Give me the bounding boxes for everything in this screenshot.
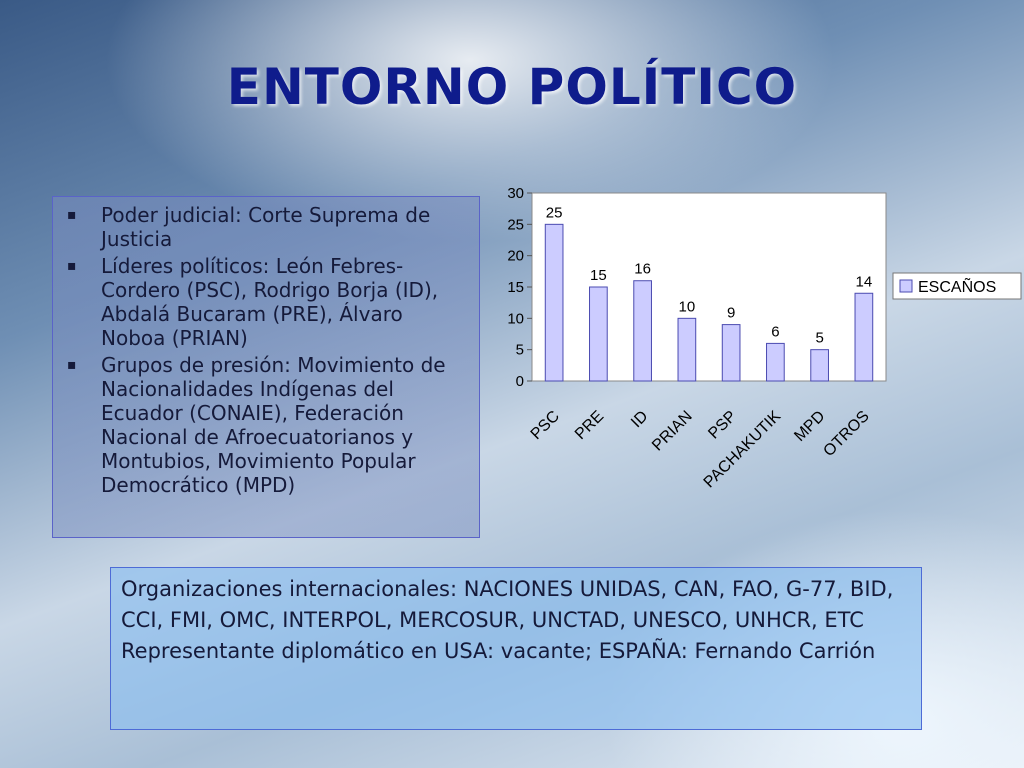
x-category-label: PACHAKUTIK <box>701 408 785 492</box>
bar-chart-svg: 0 5 10 15 20 25 30 25 PSC 15 PRE 16 ID 10 PRIAN 9 PSP 6 PA… <box>507 185 1022 492</box>
x-category-label: PSP <box>705 408 740 443</box>
data-label: 10 <box>679 298 696 315</box>
bar <box>589 286 608 382</box>
bullet-icon: ▪ <box>67 258 77 274</box>
x-category-label: MPD <box>791 408 828 445</box>
y-tick-label: 25 <box>507 216 524 233</box>
data-label: 15 <box>590 267 607 284</box>
legend-swatch <box>899 279 913 293</box>
slide-title: ENTORNO POLÍTICO <box>226 58 798 116</box>
bullet-icon: ▪ <box>67 207 77 223</box>
list-item-text: Poder judicial: Corte Suprema de Justici… <box>101 203 431 251</box>
international-orgs-text: Organizaciones internacionales: NACIONES… <box>121 577 894 632</box>
bar <box>677 317 697 382</box>
y-tick-label: 20 <box>507 248 524 265</box>
data-label: 14 <box>856 273 873 290</box>
diplomatic-rep-text: Representante diplomático en USA: vacant… <box>121 639 876 663</box>
data-label: 25 <box>546 204 563 221</box>
bar <box>544 223 564 382</box>
data-label: 6 <box>771 323 779 340</box>
x-category-label: PRIAN <box>649 408 696 455</box>
legend-box <box>892 272 1022 300</box>
list-item-text: Líderes políticos: León Febres-Cordero (… <box>101 254 439 350</box>
bar <box>766 342 785 382</box>
seats-chart: 0 5 10 15 20 25 30 25 PSC 15 PRE 16 ID 10 PRIAN 9 PSP 6 PA… <box>480 180 1024 570</box>
x-category-label: PRE <box>572 408 607 443</box>
x-category-label: OTROS <box>820 408 872 460</box>
list-item-text: Grupos de presión: Movimiento de Naciona… <box>101 353 446 497</box>
bottom-text-panel: Organizaciones internacionales: NACIONES… <box>110 567 922 730</box>
y-tick-label: 5 <box>516 342 524 359</box>
bar <box>854 292 874 382</box>
bullet-icon: ▪ <box>67 357 77 373</box>
list-item: ▪ Líderes políticos: León Febres-Cordero… <box>63 254 469 350</box>
y-tick-label: 30 <box>507 185 524 202</box>
bullet-list: ▪ Poder judicial: Corte Suprema de Justi… <box>63 203 469 497</box>
left-text-panel: ▪ Poder judicial: Corte Suprema de Justi… <box>52 196 480 538</box>
bar <box>633 280 652 382</box>
legend-label: ESCAÑOS <box>918 276 996 296</box>
data-label: 9 <box>727 305 735 322</box>
list-item: ▪ Poder judicial: Corte Suprema de Justi… <box>63 203 469 251</box>
data-label: 16 <box>634 261 651 278</box>
bar <box>721 324 741 382</box>
bar <box>810 349 829 382</box>
plot-area <box>531 192 887 382</box>
y-tick-label: 10 <box>507 310 524 327</box>
data-label: 5 <box>815 330 823 347</box>
x-category-label: PSC <box>528 408 563 443</box>
x-category-label: ID <box>628 408 651 431</box>
y-tick-label: 0 <box>516 373 524 390</box>
list-item: ▪ Grupos de presión: Movimiento de Nacio… <box>63 353 469 497</box>
y-tick-label: 15 <box>507 279 524 296</box>
